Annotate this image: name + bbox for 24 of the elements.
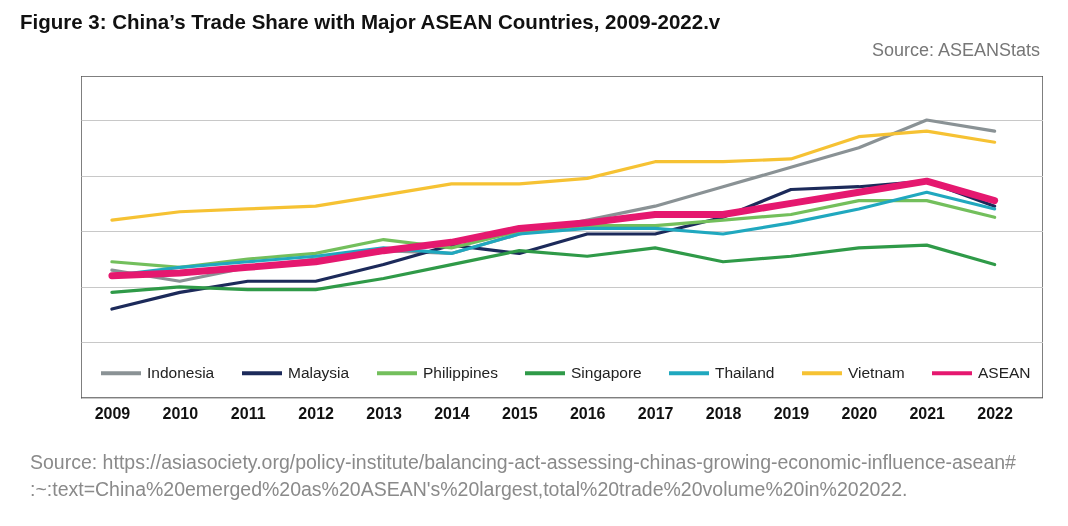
x-tick-label: 2009 [94, 404, 131, 422]
legend-label: Singapore [571, 364, 642, 382]
x-tick-label: 2011 [230, 404, 266, 422]
x-tick-label: 2018 [705, 404, 742, 422]
legend-label: ASEAN [978, 364, 1031, 382]
x-tick-label: 2016 [569, 404, 606, 422]
source-note: Source: https://asiasociety.org/policy-institute/balancing-act-assessing-chinas-growing-economic-influence-asean#:~:text=China%20emerged%20as%20ASEAN's%20largest,total%20trade%20volume%20in%202022. [30, 450, 1017, 502]
x-tick-label: 2012 [298, 404, 335, 422]
legend-label: Indonesia [147, 364, 215, 382]
x-tick-label: 2022 [977, 404, 1014, 422]
x-tick-label: 2015 [502, 404, 538, 422]
legend-label: Philippines [423, 364, 499, 382]
x-tick-label: 2017 [637, 404, 674, 422]
x-tick-label: 2014 [434, 404, 470, 422]
x-tick-label: 2013 [366, 404, 402, 422]
legend-label: Malaysia [288, 364, 350, 382]
x-tick-label: 2021 [909, 404, 946, 422]
chart-title: Figure 3: China’s Trade Share with Major ASEAN Countries, 2009-2022.v [20, 10, 721, 34]
x-tick-label: 2019 [773, 404, 810, 422]
legend-label: Vietnam [848, 364, 905, 382]
legend-label: Thailand [715, 364, 775, 382]
source-note: Source: ASEANStats [871, 40, 1040, 61]
x-tick-label: 2020 [841, 404, 878, 422]
x-tick-label: 2010 [162, 404, 199, 422]
